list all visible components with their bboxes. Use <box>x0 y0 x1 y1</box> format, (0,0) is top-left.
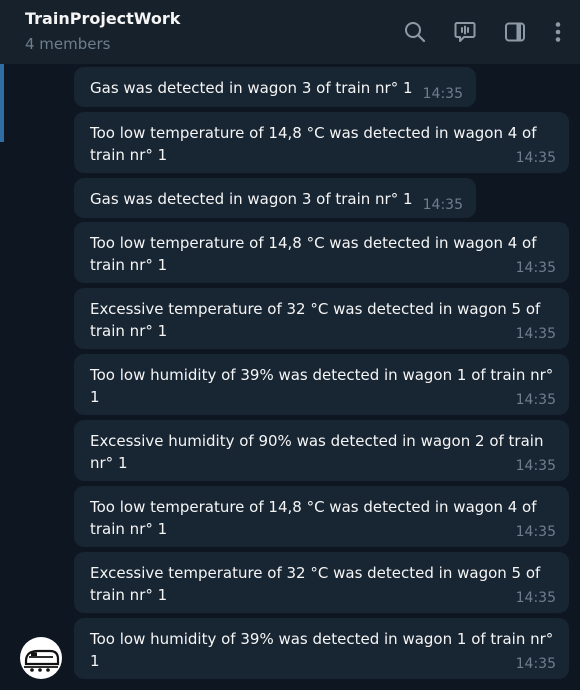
message-text: Too low temperature of 14,8 °C was detec… <box>90 124 537 164</box>
message-bubble[interactable]: Too low humidity of 39% was detected in … <box>74 354 569 415</box>
message-bubble[interactable]: Too low temperature of 14,8 °C was detec… <box>74 486 569 547</box>
message-bubble[interactable]: Excessive temperature of 32 °C was detec… <box>74 288 569 349</box>
more-vert-icon[interactable] <box>546 20 570 44</box>
message-bubble[interactable]: Too low temperature of 14,8 °C was detec… <box>74 112 569 173</box>
member-count[interactable]: 4 members <box>25 35 111 53</box>
message-bubble[interactable]: Excessive humidity of 90% was detected i… <box>74 420 569 481</box>
message-text: Excessive humidity of 90% was detected i… <box>90 432 544 472</box>
message-text: Too low temperature of 14,8 °C was detec… <box>90 234 537 274</box>
chat-title[interactable]: TrainProjectWork <box>25 9 181 28</box>
message-text: Too low humidity of 39% was detected in … <box>90 630 554 670</box>
voice-chat-icon[interactable] <box>453 20 477 44</box>
message-time: 14:35 <box>515 326 556 342</box>
message-time: 14:35 <box>515 458 556 474</box>
message-time: 14:35 <box>422 197 463 213</box>
message-bubble[interactable]: Gas was detected in wagon 3 of train nr°… <box>74 178 476 218</box>
message-time: 14:35 <box>515 524 556 540</box>
bot-avatar[interactable] <box>20 637 62 679</box>
message-time: 14:35 <box>515 260 556 276</box>
message-bubble[interactable]: Gas was detected in wagon 3 of train nr°… <box>74 67 476 107</box>
message-time: 14:35 <box>515 656 556 672</box>
search-icon[interactable] <box>403 20 427 44</box>
message-time: 14:35 <box>422 86 463 102</box>
message-bubble[interactable]: Too low temperature of 14,8 °C was detec… <box>74 222 569 283</box>
message-text: Gas was detected in wagon 3 of train nr°… <box>90 79 413 97</box>
message-text: Excessive temperature of 32 °C was detec… <box>90 564 541 604</box>
message-time: 14:35 <box>515 392 556 408</box>
message-text: Too low humidity of 39% was detected in … <box>90 366 554 406</box>
message-text: Excessive temperature of 32 °C was detec… <box>90 300 541 340</box>
message-time: 14:35 <box>515 590 556 606</box>
message-bubble[interactable]: Too low humidity of 39% was detected in … <box>74 618 569 679</box>
train-icon <box>24 649 60 672</box>
message-text: Too low temperature of 14,8 °C was detec… <box>90 498 537 538</box>
message-time: 14:35 <box>515 150 556 166</box>
chat-header: TrainProjectWork 4 members <box>0 0 580 64</box>
unread-marker <box>0 64 4 142</box>
message-text: Gas was detected in wagon 3 of train nr°… <box>90 190 413 208</box>
message-bubble[interactable]: Excessive temperature of 32 °C was detec… <box>74 552 569 613</box>
sidebar-toggle-icon[interactable] <box>503 20 527 44</box>
